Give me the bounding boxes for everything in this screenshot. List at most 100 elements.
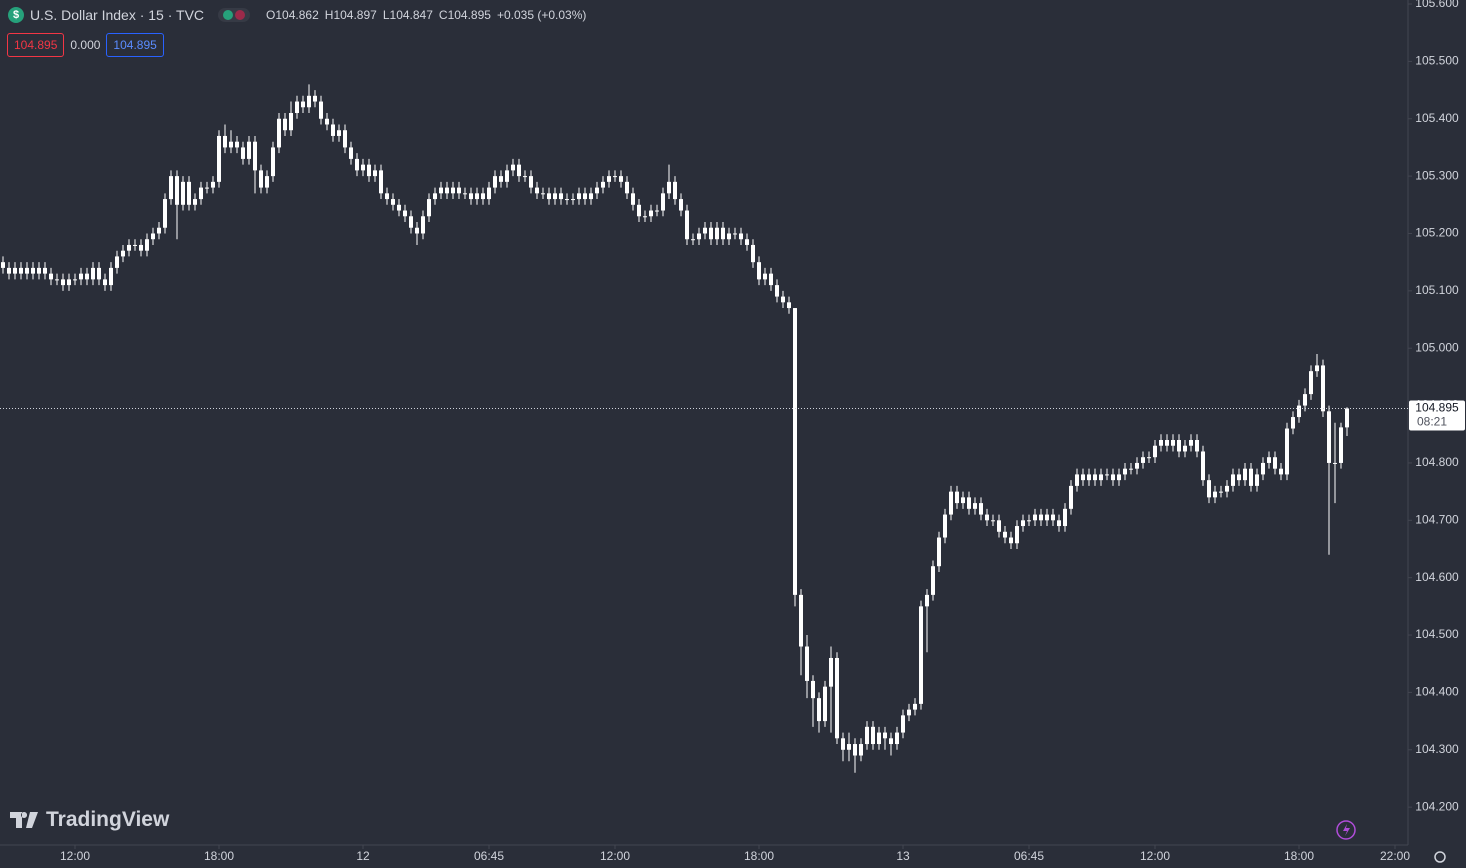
y-tick-label: 105.500 xyxy=(1415,54,1459,68)
alert-icon[interactable] xyxy=(1336,820,1356,840)
x-tick-label: 12:00 xyxy=(60,849,90,863)
candle-body xyxy=(685,210,689,240)
candle-body xyxy=(193,199,197,205)
candle-body xyxy=(1273,457,1277,469)
candle-body xyxy=(1195,439,1199,452)
candle-body xyxy=(397,204,401,211)
candle-body xyxy=(853,744,857,756)
y-tick-label: 105.300 xyxy=(1415,168,1459,182)
candle-body xyxy=(325,118,329,125)
candle-body xyxy=(1303,394,1307,406)
candle-body xyxy=(823,686,827,722)
candle-body xyxy=(763,273,767,280)
candle-body xyxy=(733,233,737,235)
candle-body xyxy=(493,176,497,188)
candle-body xyxy=(175,176,179,205)
candle-body xyxy=(691,239,695,241)
y-tick-label: 104.500 xyxy=(1415,627,1459,641)
candle-body xyxy=(697,233,701,240)
candle-body xyxy=(667,181,671,194)
candle-body xyxy=(7,267,11,274)
sell-badge[interactable]: 104.895 xyxy=(7,33,65,57)
candle-body xyxy=(571,199,575,201)
candle-body xyxy=(373,170,377,177)
candle-body xyxy=(859,744,863,756)
candle-body xyxy=(331,124,335,136)
candle-body xyxy=(661,193,665,211)
candle-body xyxy=(619,176,623,182)
candle-body xyxy=(997,520,1001,532)
candle-body xyxy=(1003,531,1007,538)
candle-body xyxy=(1051,514,1055,521)
candle-body xyxy=(301,101,305,108)
ohlc-item: L104.847 xyxy=(383,8,433,22)
ohlc-item: O104.862 xyxy=(266,8,319,22)
candle-body xyxy=(415,227,419,234)
candle-body xyxy=(91,267,95,280)
candle-body xyxy=(655,210,659,212)
candle-body xyxy=(1285,428,1289,475)
x-tick-label: 18:00 xyxy=(204,849,234,863)
candle-body xyxy=(1045,514,1049,521)
candle-body xyxy=(583,193,587,200)
ohlc-values: O104.862 H104.897 L104.847 C104.895 +0.035 (… xyxy=(266,8,586,22)
candle-body xyxy=(151,233,155,240)
candle-body xyxy=(829,657,833,687)
candle-body xyxy=(1075,474,1079,486)
logo-mark xyxy=(10,812,38,828)
candle-body xyxy=(931,566,935,595)
candle-body xyxy=(235,141,239,148)
candle-body xyxy=(1213,491,1217,498)
candle-body xyxy=(115,256,119,268)
candle-body xyxy=(841,738,845,750)
candle-body xyxy=(895,732,899,745)
candle-body xyxy=(13,267,17,274)
candle-body xyxy=(127,244,131,251)
candle-body xyxy=(1255,474,1259,486)
ohlc-value: 104.847 xyxy=(389,8,433,22)
y-tick-label: 105.400 xyxy=(1415,111,1459,125)
y-tick-label: 104.600 xyxy=(1415,570,1459,584)
candle-body xyxy=(181,181,185,205)
candle-body xyxy=(979,503,983,515)
candle-body xyxy=(1171,439,1175,446)
candle-body xyxy=(925,594,929,607)
candle-body xyxy=(1117,474,1121,481)
buy-badge[interactable]: 104.895 xyxy=(106,33,164,57)
candle-body xyxy=(31,267,35,274)
candle-body xyxy=(1057,520,1061,527)
candle-body xyxy=(163,199,167,228)
candle-body xyxy=(637,204,641,217)
candle-body xyxy=(229,141,233,148)
x-tick-label: 13 xyxy=(896,849,910,863)
candle-body xyxy=(511,164,515,171)
candle-body xyxy=(1087,474,1091,481)
candle-body xyxy=(1159,439,1163,446)
candle-body xyxy=(1321,365,1325,412)
symbol-title[interactable]: U.S. Dollar Index · 15 · TVC xyxy=(30,7,205,23)
status-pill[interactable] xyxy=(218,8,251,22)
candle-body xyxy=(469,193,473,200)
candle-body xyxy=(505,170,509,182)
candle-body xyxy=(799,594,803,647)
candle-body xyxy=(1267,457,1271,463)
candle-body xyxy=(1339,427,1343,463)
candle-body xyxy=(787,302,791,309)
candle-body xyxy=(1153,445,1157,458)
candle-body xyxy=(769,273,773,286)
candle-body xyxy=(631,193,635,205)
candle-body xyxy=(43,267,47,274)
candle-body xyxy=(1015,526,1019,544)
ohlc-label: O xyxy=(266,8,276,22)
candle-body xyxy=(649,210,653,217)
y-tick-label: 105.200 xyxy=(1415,226,1459,240)
candle-body xyxy=(139,244,143,251)
y-tick-label: 104.200 xyxy=(1415,799,1459,813)
candle-body xyxy=(391,199,395,205)
settings-icon[interactable] xyxy=(1434,851,1446,863)
brand-logo[interactable]: TradingView xyxy=(10,808,169,832)
candle-body xyxy=(1231,474,1235,486)
ohlc-item: H104.897 xyxy=(325,8,377,22)
candle-body xyxy=(253,141,257,171)
candle-body xyxy=(1189,439,1193,446)
